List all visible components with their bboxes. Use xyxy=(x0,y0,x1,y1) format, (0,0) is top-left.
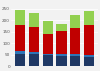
Bar xyxy=(84,25,94,55)
Bar xyxy=(56,56,67,66)
Bar xyxy=(29,52,39,54)
Bar xyxy=(84,57,94,66)
Bar xyxy=(56,54,67,56)
Bar xyxy=(84,55,94,57)
Bar xyxy=(70,28,80,54)
Bar xyxy=(29,27,39,52)
Bar xyxy=(56,31,67,54)
Bar xyxy=(70,56,80,66)
Bar xyxy=(15,25,25,51)
Bar xyxy=(43,34,53,54)
Bar xyxy=(29,54,39,66)
Bar xyxy=(43,55,53,66)
Bar xyxy=(43,54,53,55)
Bar xyxy=(15,54,25,66)
Bar xyxy=(15,51,25,54)
Bar xyxy=(70,15,80,28)
Bar xyxy=(70,54,80,56)
Bar xyxy=(15,10,25,25)
Bar xyxy=(84,11,94,25)
Bar xyxy=(43,21,53,34)
Bar xyxy=(29,13,39,27)
Bar xyxy=(56,24,67,31)
